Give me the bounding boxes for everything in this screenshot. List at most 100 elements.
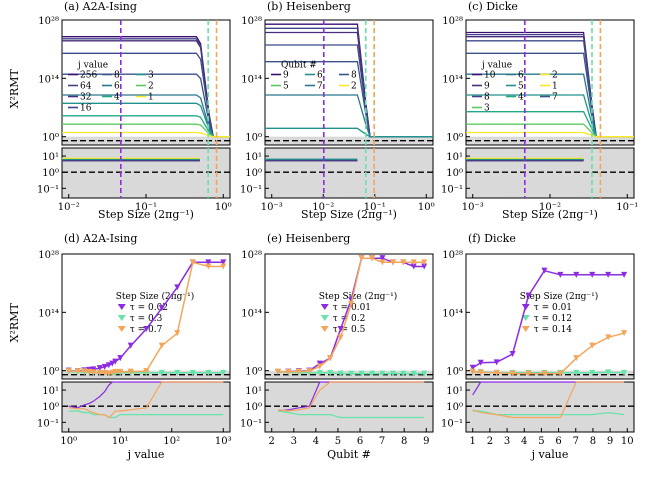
legend-label: 10 xyxy=(484,71,496,81)
xtick-label: 3 xyxy=(504,436,510,447)
bottom-shading xyxy=(62,148,230,198)
top-axes-frame xyxy=(61,253,231,380)
series-line xyxy=(466,73,634,138)
legend-label: 64 xyxy=(80,82,92,92)
legend-label: 9 xyxy=(283,71,289,81)
series-line xyxy=(62,94,230,138)
xtick-label: 10⁻² xyxy=(539,202,561,213)
legend-label: 4 xyxy=(518,93,524,103)
ytick-label: 10¹ xyxy=(245,386,262,397)
chart-e xyxy=(274,255,428,419)
ytick-label: 10¹ xyxy=(42,152,59,163)
step-curves-c xyxy=(466,20,634,198)
legend-label: 2 xyxy=(148,82,154,92)
bottom-shading xyxy=(265,148,433,198)
ytick-label: 10⁻¹ xyxy=(441,184,463,195)
xtick-label: 7 xyxy=(573,436,579,447)
legend-marker xyxy=(320,304,329,310)
ytick-label: 10²⁸ xyxy=(241,16,262,27)
series-line-bottom xyxy=(277,381,425,412)
xtick-label: 1 xyxy=(470,436,476,447)
ytick-label: 10¹⁴ xyxy=(241,74,262,85)
ytick-label: 10⁰ xyxy=(245,133,262,144)
legend-label: 1 xyxy=(148,93,154,103)
series-line xyxy=(466,36,634,138)
legend-label: 7 xyxy=(552,93,558,103)
x-axis-label: Step Size (2πg⁻¹) xyxy=(502,208,598,221)
panel-d: (d) A2A-Ising10²⁸10¹⁴10⁰10¹10⁰10⁻¹X²RMT1… xyxy=(8,232,232,461)
series-line xyxy=(62,115,230,138)
legend-title: Step Size (2πg⁻¹) xyxy=(520,291,599,302)
panel-f: (f) Dicke 10²⁸ 10¹⁴ 10⁰ 10¹ 10⁰ 10⁻¹ 1 2 3 4 5 6 7 8 9 1… xyxy=(441,232,635,461)
ytick-label: 10¹⁴ xyxy=(241,308,262,319)
ytick-label: 10⁻¹ xyxy=(240,418,262,429)
panel-title: (f) Dicke xyxy=(468,232,516,245)
legend-label: 3 xyxy=(148,71,154,81)
xtick-label: 2 xyxy=(269,436,275,447)
xtick-label: 6 xyxy=(357,436,363,447)
series-line-bottom xyxy=(68,410,224,419)
ytick-label: 10⁰ xyxy=(42,168,59,179)
ytick-label: 10⁻¹ xyxy=(37,418,59,429)
bottom-shading xyxy=(466,148,634,198)
ytick-label: 10¹ xyxy=(446,152,463,163)
legend-label: 32 xyxy=(80,93,91,103)
xtick-label: 8 xyxy=(401,436,407,447)
xtick-label: 10⁻¹ xyxy=(135,202,157,213)
xtick-label: 10⁰ xyxy=(418,202,435,213)
ytick-label: 10⁰ xyxy=(446,367,463,378)
legend-label: 5 xyxy=(283,82,289,92)
data-point xyxy=(274,368,281,375)
legend-label: τ = 0.01 xyxy=(333,303,371,313)
x-axis-label: Step Size (2πg⁻¹) xyxy=(98,208,194,221)
legend-marker xyxy=(521,326,530,332)
ytick-label: 10⁰ xyxy=(446,168,463,179)
series-line xyxy=(68,261,224,375)
ytick-label: 10⁰ xyxy=(42,367,59,378)
legend-label: τ = 0.02 xyxy=(130,303,168,313)
legend-f: Step Size (2πg⁻¹)τ = 0.01τ = 0.12τ = 0.1… xyxy=(520,291,599,335)
series-line xyxy=(265,31,433,138)
panel-c: (c) Dicke 10²⁸ 10¹⁴ 10⁰ 10¹ 10⁰ 10⁻¹ 10⁻³ 10⁻² 10… xyxy=(441,0,638,221)
xtick-label: 10⁻² xyxy=(58,202,80,213)
top-axes-frame xyxy=(465,19,635,146)
ytick-label: 10¹ xyxy=(446,386,463,397)
xtick-label: 4 xyxy=(313,436,319,447)
legend-label: 2 xyxy=(552,71,558,81)
series-line xyxy=(277,371,425,375)
bottom-shading xyxy=(265,382,433,432)
ytick-label: 10¹ xyxy=(245,152,262,163)
xtick-label: 10⁻³ xyxy=(261,202,283,213)
legend-label: τ = 0.5 xyxy=(333,325,366,335)
ytick-label: 10⁰ xyxy=(245,367,262,378)
xtick-label: 5 xyxy=(335,436,341,447)
ytick-label: 10⁻¹ xyxy=(240,184,262,195)
panel-title: (d) A2A-Ising xyxy=(64,232,137,245)
legend-title: Step Size (2πg⁻¹) xyxy=(116,291,195,302)
legend-d: Step Size (2πg⁻¹)τ = 0.02τ = 0.3τ = 0.7 xyxy=(116,291,195,335)
top-axes-frame xyxy=(264,19,434,146)
y-axis-label: X²RMT xyxy=(8,69,21,109)
legend-marker xyxy=(320,315,329,321)
panel-title: (c) Dicke xyxy=(468,0,518,13)
legend-title: j value xyxy=(481,61,512,71)
series-line xyxy=(472,269,625,369)
legend-label: 6 xyxy=(518,71,524,81)
series-line xyxy=(466,94,634,138)
legend-label: τ = 0.2 xyxy=(333,314,366,324)
top-axes-frame xyxy=(61,19,231,146)
legend-e: Step Size (2πg⁻¹)τ = 0.01τ = 0.2τ = 0.5 xyxy=(319,291,398,335)
series-line xyxy=(265,94,433,138)
xtick-label: 10⁻³ xyxy=(462,202,484,213)
y-axis-label: X²RMT xyxy=(8,303,21,343)
legend-label: 6 xyxy=(114,82,120,92)
legend-b: Qubit #9 6 8 5 7 2 xyxy=(271,61,357,92)
xtick-label: 3 xyxy=(291,436,297,447)
legend-label: 3 xyxy=(484,104,490,114)
ytick-label: 10⁻¹ xyxy=(37,184,59,195)
series-line-bottom xyxy=(68,381,224,419)
panel-title: (a) A2A-Ising xyxy=(64,0,137,13)
xtick-label: 10⁰ xyxy=(60,436,77,447)
